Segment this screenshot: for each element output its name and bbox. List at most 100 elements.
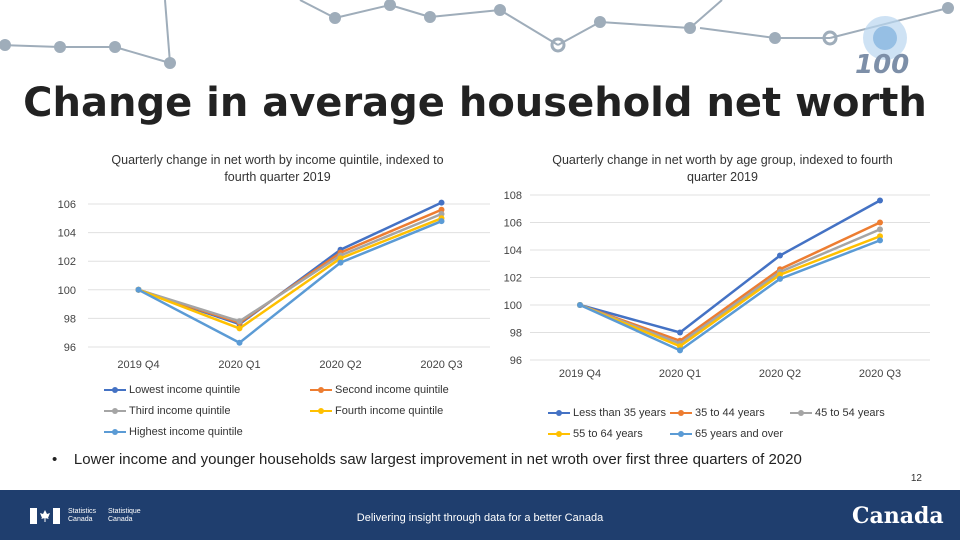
y-tick-label: 98: [64, 313, 76, 325]
data-point: [236, 325, 243, 332]
y-tick-label: 106: [58, 199, 76, 211]
agency-name-en: Statistics Canada: [68, 508, 97, 523]
series-line: [138, 208, 442, 325]
data-point: [677, 347, 683, 354]
data-point: [877, 233, 883, 240]
anniversary-badge: 100: [855, 50, 910, 80]
legend-swatch-icon: [548, 429, 570, 439]
y-tick-label: 104: [504, 245, 522, 257]
data-point: [877, 197, 883, 204]
decorative-network-background: [0, 0, 954, 69]
legend-label: Fourth income quintile: [335, 405, 444, 417]
data-point: [236, 318, 243, 325]
y-tick-label: 100: [58, 285, 76, 297]
y-tick-label: 108: [504, 190, 522, 202]
legend-item: Third income quintile: [104, 405, 231, 417]
legend-swatch-icon: [790, 408, 812, 418]
series-line: [579, 228, 881, 345]
summary-bullet: • Lower income and younger households sa…: [52, 451, 802, 468]
legend-item: Second income quintile: [310, 384, 449, 396]
x-tick-label: 2020 Q1: [659, 368, 701, 380]
legend-swatch-icon: [670, 429, 692, 439]
legend-label: Less than 35 years: [573, 407, 666, 419]
chart-1-title: Quarterly change in net worth by income …: [111, 153, 444, 184]
legend-swatch-icon: [670, 408, 692, 418]
slide-title: Change in average household net worth: [23, 80, 927, 126]
data-point: [438, 211, 445, 218]
x-tick-label: 2020 Q1: [218, 359, 260, 370]
data-point: [877, 237, 883, 244]
x-tick-label: 2020 Q3: [420, 359, 462, 370]
data-point: [337, 259, 344, 266]
data-point: [777, 271, 783, 278]
legend-item: Less than 35 years: [548, 407, 666, 419]
legend-swatch-icon: [104, 385, 126, 395]
y-tick-label: 102: [504, 273, 522, 285]
legend-swatch-icon: [104, 427, 126, 437]
data-point: [438, 199, 445, 206]
agency-name-fr: Statistique Canada: [108, 508, 141, 523]
x-tick-label: 2019 Q4: [117, 359, 159, 370]
data-point: [877, 219, 883, 226]
summary-bullet-text: Lower income and younger households saw …: [73, 451, 802, 468]
data-point: [877, 226, 883, 233]
x-tick-label: 2019 Q4: [559, 368, 601, 380]
y-tick-label: 96: [510, 355, 522, 367]
data-point: [677, 329, 683, 336]
legend-item: Lowest income quintile: [104, 384, 240, 396]
legend-item: Fourth income quintile: [310, 405, 443, 417]
data-point: [337, 255, 344, 262]
data-point: [677, 343, 683, 350]
legend-item: 35 to 44 years: [670, 407, 765, 419]
legend-swatch-icon: [310, 385, 332, 395]
series-line: [138, 217, 442, 330]
legend-label: 45 to 54 years: [815, 407, 885, 419]
series-line: [579, 221, 881, 343]
legend-label: 35 to 44 years: [695, 407, 765, 419]
income-quintile-chart: 96 98 100 102 104 106 2019 Q4 2020 Q1 2020 Q2 202…: [58, 199, 490, 370]
series-line: [579, 199, 881, 334]
legend-item: 45 to 54 years: [790, 407, 885, 419]
legend-label: 55 to 64 years: [573, 428, 643, 440]
bullet-icon: •: [52, 451, 74, 468]
data-point: [135, 286, 142, 293]
y-tick-label: 104: [58, 228, 76, 240]
x-tick-label: 2020 Q3: [859, 368, 901, 380]
legend-swatch-icon: [104, 406, 126, 416]
legend-label: 65 years and over: [695, 428, 784, 440]
chart-2-title: Quarterly change in net worth by age gro…: [552, 153, 893, 184]
footer-tagline: Delivering insight through data for a be…: [356, 512, 604, 524]
footer-bar: [0, 490, 960, 540]
legend-item: Highest income quintile: [104, 426, 243, 438]
y-tick-label: 106: [504, 218, 522, 230]
data-point: [236, 339, 243, 346]
canada-wordmark: Canada: [852, 503, 944, 529]
y-tick-label: 100: [504, 300, 522, 312]
canada-flag-icon: [30, 508, 60, 524]
legend-swatch-icon: [310, 406, 332, 416]
legend-label: Second income quintile: [335, 384, 449, 396]
legend-swatch-icon: [548, 408, 570, 418]
x-tick-label: 2020 Q2: [759, 368, 801, 380]
statistics-canada-logo: Statistics Canada Statistique Canada: [30, 508, 148, 524]
data-point: [438, 206, 445, 213]
series-line: [579, 235, 881, 348]
age-group-chart: 96 98 100 102 104 106 108 2019 Q4 2020 Q1 2020 Q2…: [504, 190, 930, 380]
legend-label: Lowest income quintile: [129, 384, 241, 396]
y-tick-label: 102: [58, 256, 76, 268]
series-line: [137, 220, 442, 345]
data-point: [777, 275, 783, 282]
data-point: [438, 218, 445, 225]
y-tick-label: 98: [510, 328, 522, 340]
legend-label: Highest income quintile: [129, 426, 243, 438]
series-line: [138, 212, 442, 323]
legend-item: 55 to 64 years: [548, 428, 643, 440]
y-tick-label: 96: [64, 342, 76, 354]
legend-item: 65 years and over: [670, 428, 783, 440]
data-point: [577, 302, 583, 308]
x-tick-label: 2020 Q2: [319, 359, 361, 370]
data-point: [777, 252, 783, 259]
page-number: 12: [910, 473, 922, 484]
series-line: [579, 239, 881, 352]
legend-label: Third income quintile: [129, 405, 231, 417]
